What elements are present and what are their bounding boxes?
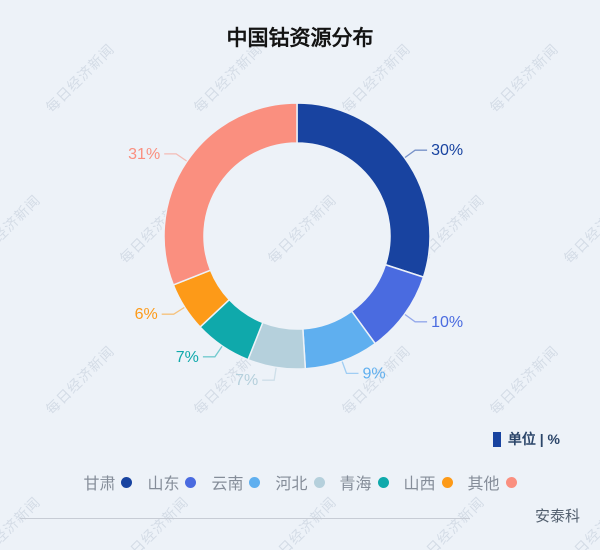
legend-item-其他[interactable]: 其他	[468, 470, 517, 494]
legend-item-dot-icon	[249, 476, 261, 488]
legend-item-label: 山西	[403, 476, 436, 493]
legend-item-label: 其他	[467, 476, 500, 493]
legend-item-山西[interactable]: 山西	[404, 470, 453, 494]
legend-item-label: 青海	[339, 476, 372, 493]
legend-item-dot-icon	[121, 476, 133, 488]
legend-item-dot-icon	[377, 476, 389, 488]
legend-item-label: 云南	[211, 476, 244, 493]
label-leader-line	[202, 346, 223, 358]
legend-item-label: 河北	[275, 476, 308, 493]
segment-percent-label: 7%	[176, 349, 199, 366]
segment-percent-label: 7%	[235, 372, 258, 389]
legend-item-dot-icon	[441, 476, 453, 488]
segment-percent-label: 31%	[128, 146, 160, 163]
legend-item-河北[interactable]: 河北	[275, 470, 325, 494]
legend-item-label: 甘肃	[83, 476, 116, 493]
label-leader-line	[161, 306, 185, 315]
donut-segments	[163, 102, 431, 370]
label-leader-line	[164, 153, 187, 162]
donut-segment-其他[interactable]	[163, 102, 298, 286]
chart-title: 中国钴资源分布	[226, 27, 374, 50]
label-leader-line	[341, 361, 359, 375]
legend-item-云南[interactable]: 云南	[211, 470, 261, 494]
legend-item-dot-icon	[505, 476, 517, 488]
unit-badge: 单位 | %	[492, 429, 560, 449]
segment-percent-label: 9%	[363, 365, 386, 382]
donut-segment-labels: 30% 10% 9% 7% 7% 6% 31%	[128, 142, 463, 389]
legend-item-dot-icon	[185, 476, 197, 488]
footer-divider	[20, 518, 470, 519]
unit-label: 单位 | %	[507, 431, 560, 447]
donut-segment-甘肃[interactable]	[296, 102, 431, 279]
segment-percent-label: 30%	[431, 142, 463, 159]
segment-percent-label: 10%	[431, 314, 463, 331]
source-label: 安泰科	[534, 508, 580, 525]
legend-item-青海[interactable]: 青海	[340, 470, 389, 494]
legend-item-甘肃[interactable]: 甘肃	[83, 470, 133, 494]
label-leader-line	[262, 367, 277, 381]
label-leader-line	[404, 149, 428, 159]
segment-percent-label: 6%	[135, 306, 158, 323]
legend-item-山东[interactable]: 山东	[147, 470, 197, 494]
label-leader-line	[404, 313, 428, 323]
unit-bar-icon	[492, 431, 501, 447]
chart-legend: 甘肃 山东 云南 河北 青海 山西 其他	[0, 470, 600, 494]
legend-item-label: 山东	[147, 476, 180, 493]
legend-item-dot-icon	[313, 476, 325, 488]
